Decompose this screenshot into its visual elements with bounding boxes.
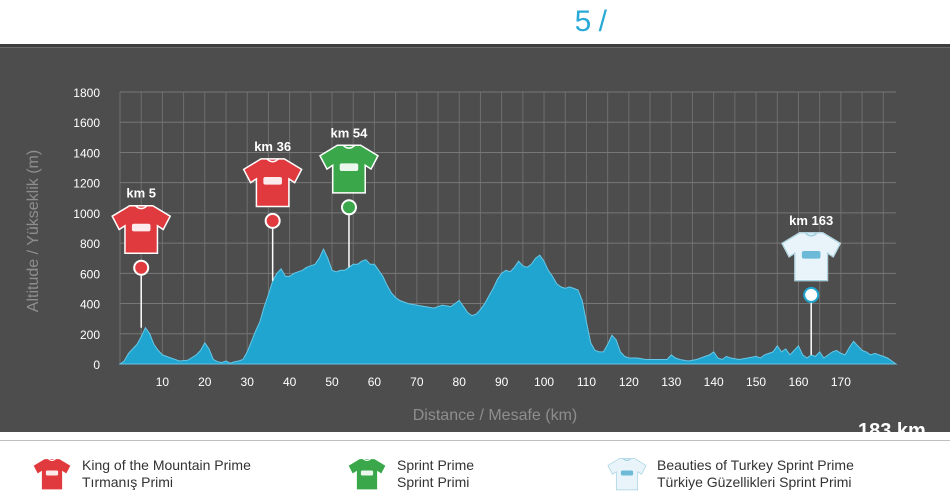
header-bar: 5 / Marmaris - Turgutreis bbox=[0, 0, 950, 44]
y-tick-label: 1000 bbox=[73, 207, 100, 221]
x-tick-labels: 10 20 30 40 50 60 70 80 90 100 110 120 130 140 150 160 1… bbox=[156, 375, 851, 389]
legend-text: King of the Mountain Prime Tırmanış Prim… bbox=[82, 457, 251, 491]
y-tick-label: 200 bbox=[80, 328, 100, 342]
marker-label: km 163 bbox=[789, 213, 833, 228]
x-tick-label: 20 bbox=[198, 375, 212, 389]
legend-label-tr: Tırmanış Primi bbox=[82, 474, 173, 490]
kom-jersey-icon bbox=[242, 158, 303, 208]
y-tick-label: 600 bbox=[80, 267, 100, 281]
legend-text: Beauties of Turkey Sprint Prime Türkiye … bbox=[657, 457, 854, 491]
legend-text: Sprint Prime Sprint Primi bbox=[397, 457, 474, 491]
elevation-area bbox=[118, 248, 898, 365]
kom-jersey-icon bbox=[111, 204, 172, 255]
marker-km-5[interactable]: km 5 bbox=[111, 186, 172, 328]
y-tick-labels: 0 200 400 600 800 1000 1200 1400 1600 1800 bbox=[73, 86, 100, 372]
elevation-profile-chart: 0 200 400 600 800 1000 1200 1400 1600 1800 10 20 30… bbox=[25, 86, 898, 424]
stage-title: 5 / Marmaris - Turgutreis bbox=[0, 0, 911, 44]
marker-km-54[interactable]: km 54 bbox=[318, 125, 379, 268]
sprint-jersey-icon bbox=[347, 458, 387, 491]
x-tick-label: 70 bbox=[410, 375, 424, 389]
x-tick-label: 100 bbox=[534, 375, 554, 389]
x-tick-label: 110 bbox=[577, 375, 596, 389]
y-tick-label: 1400 bbox=[73, 146, 100, 160]
legend-label-tr: Sprint Primi bbox=[397, 474, 470, 490]
beauty-jersey-icon bbox=[607, 458, 647, 491]
y-tick-label: 1200 bbox=[73, 177, 100, 191]
beauty-jersey-icon bbox=[781, 232, 842, 282]
beauty-jersey-icon bbox=[607, 458, 647, 491]
prime-markers: km 5 km 36 km 54 km 163 bbox=[111, 125, 842, 355]
legend-footer: King of the Mountain Prime Tırmanış Prim… bbox=[0, 432, 950, 500]
legend-label-tr: Türkiye Güzellikleri Sprint Primi bbox=[657, 474, 852, 490]
x-tick-label: 130 bbox=[661, 375, 681, 389]
y-tick-label: 800 bbox=[80, 237, 100, 251]
marker-dot bbox=[264, 212, 281, 229]
marker-dot bbox=[803, 286, 820, 303]
y-tick-label: 400 bbox=[80, 298, 100, 312]
x-axis-label: Distance / Mesafe (km) bbox=[413, 407, 577, 424]
legend-label-en: Beauties of Turkey Sprint Prime bbox=[657, 457, 854, 473]
kom-jersey-icon bbox=[32, 458, 72, 491]
x-tick-label: 150 bbox=[746, 375, 766, 389]
legend-label-en: King of the Mountain Prime bbox=[82, 457, 251, 473]
x-tick-label: 10 bbox=[156, 375, 170, 389]
legend-label-en: Sprint Prime bbox=[397, 457, 475, 473]
x-tick-label: 60 bbox=[368, 375, 382, 389]
stage-number: 5 bbox=[574, 5, 592, 38]
y-tick-label: 0 bbox=[93, 358, 100, 372]
x-tick-label: 40 bbox=[283, 375, 297, 389]
sprint-jersey-icon bbox=[347, 458, 387, 491]
marker-label: km 5 bbox=[126, 186, 156, 201]
x-tick-label: 50 bbox=[325, 375, 339, 389]
legend: King of the Mountain Prime Tırmanış Prim… bbox=[0, 440, 950, 500]
x-tick-label: 170 bbox=[831, 375, 851, 389]
y-axis-label: Altitude / Yükseklik (m) bbox=[25, 150, 42, 312]
marker-label: km 54 bbox=[331, 125, 369, 140]
x-tick-label: 140 bbox=[704, 375, 724, 389]
y-tick-label: 1800 bbox=[73, 86, 100, 100]
marker-label: km 36 bbox=[254, 139, 291, 154]
marker-km-163[interactable]: km 163 bbox=[781, 213, 842, 355]
kom-jersey-icon bbox=[32, 458, 72, 491]
marker-km-36[interactable]: km 36 bbox=[242, 139, 303, 281]
stage-name: Marmaris - Turgutreis bbox=[614, 5, 910, 38]
x-tick-label: 80 bbox=[453, 375, 467, 389]
sprint-jersey-icon bbox=[318, 144, 379, 194]
x-tick-label: 160 bbox=[788, 375, 808, 389]
stage-slash: / bbox=[598, 5, 607, 38]
x-tick-label: 30 bbox=[241, 375, 255, 389]
marker-dot bbox=[133, 259, 150, 276]
x-tick-label: 90 bbox=[495, 375, 509, 389]
marker-dot bbox=[340, 199, 357, 216]
y-tick-label: 1600 bbox=[73, 116, 100, 130]
x-tick-label: 120 bbox=[619, 375, 639, 389]
chart-panel: 0 200 400 600 800 1000 1200 1400 1600 1800 10 20 30… bbox=[0, 47, 950, 442]
